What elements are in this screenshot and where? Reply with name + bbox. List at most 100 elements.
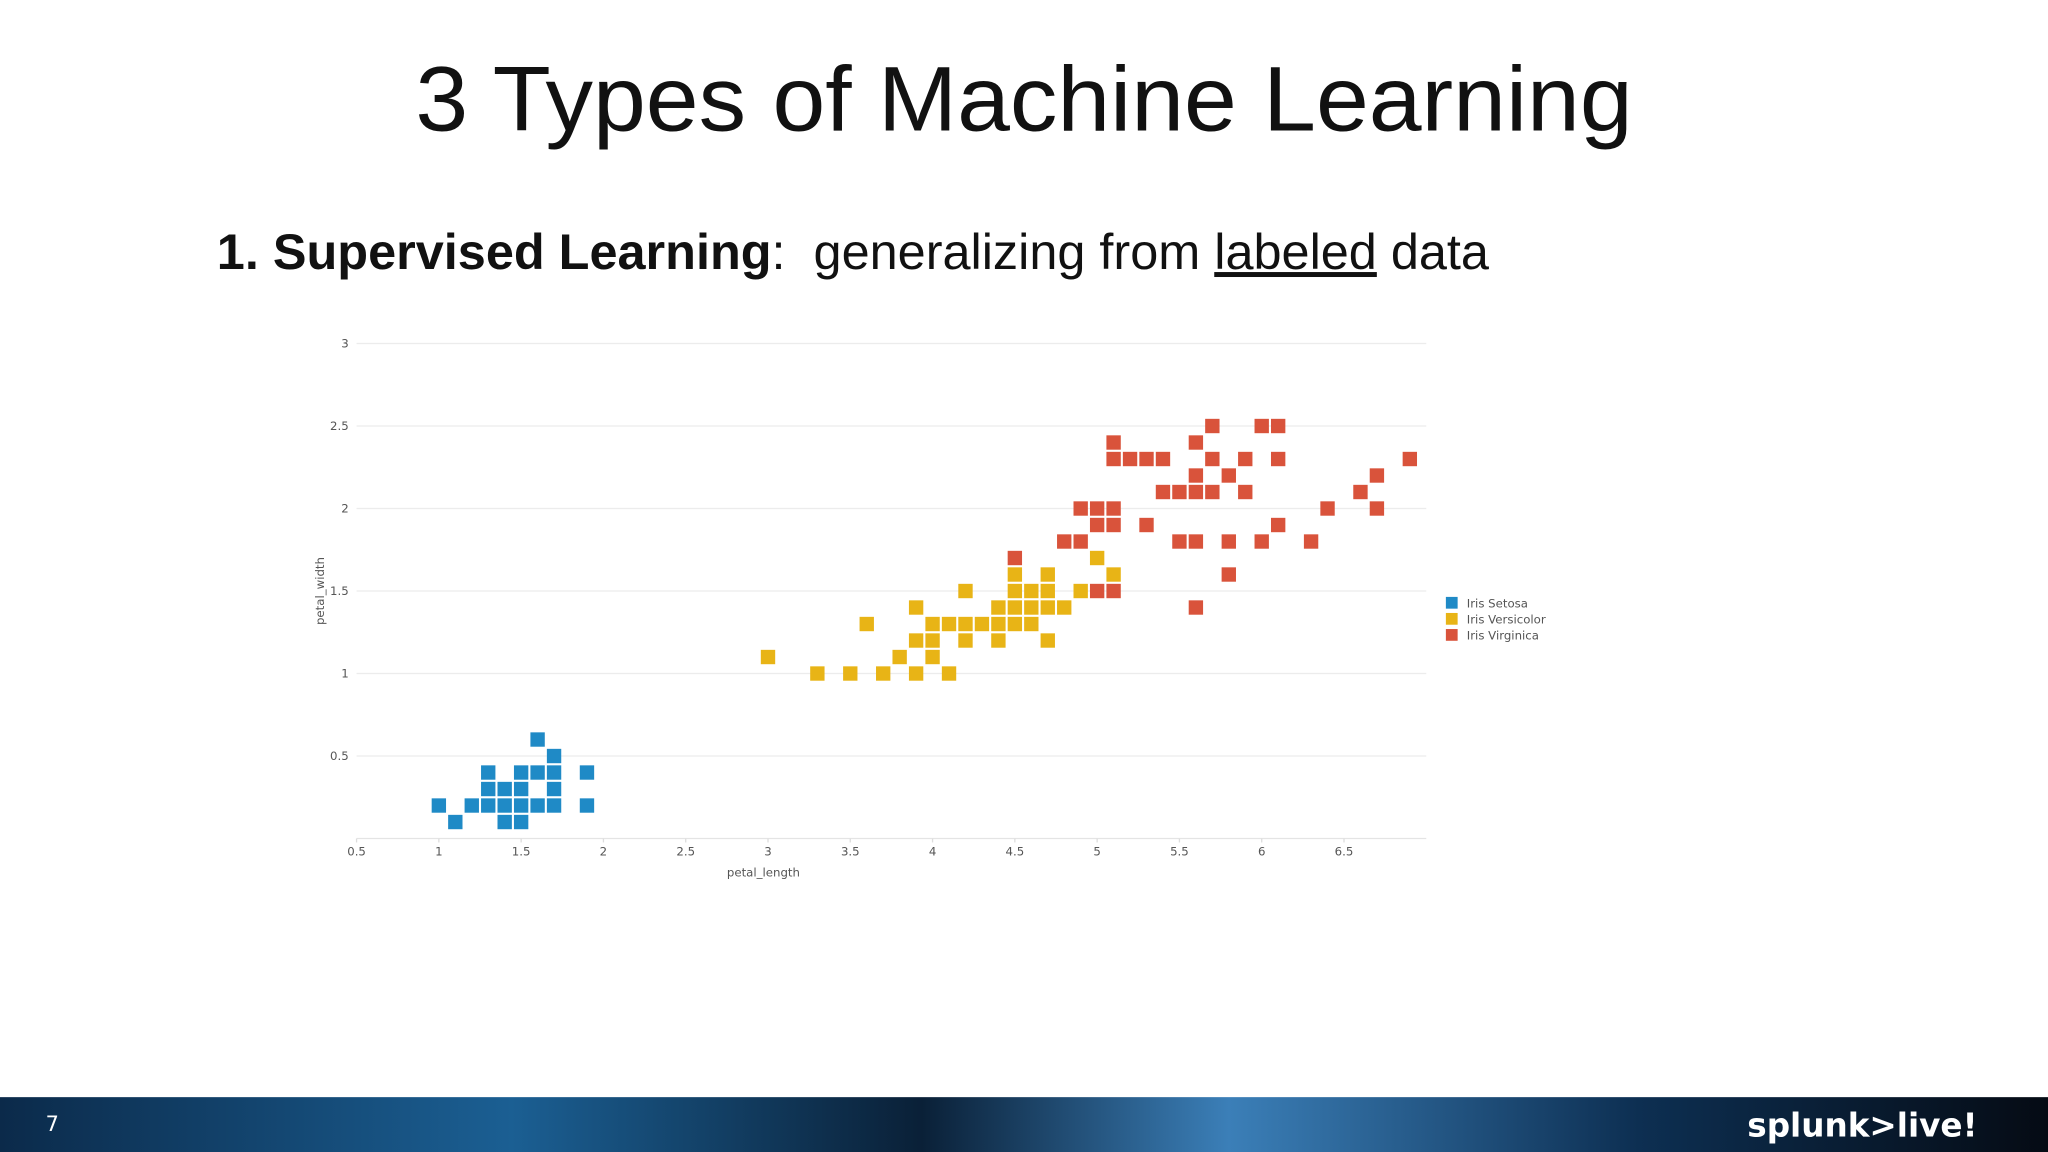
subtitle-underlined: labeled xyxy=(1214,224,1377,280)
point xyxy=(1007,600,1023,615)
point xyxy=(1188,600,1204,615)
point xyxy=(1353,484,1368,500)
x-tick-label: 3 xyxy=(764,845,771,859)
point xyxy=(530,732,545,747)
y-tick-label: 1 xyxy=(341,666,348,680)
point xyxy=(546,798,562,813)
point xyxy=(481,798,496,813)
subtitle-bold: 1. Supervised Learning xyxy=(217,224,772,280)
point xyxy=(941,616,957,632)
y-tick-label: 1.5 xyxy=(330,584,349,598)
x-tick-label: 5 xyxy=(1093,845,1100,859)
subtitle: 1. Supervised Learning: generalizing fro… xyxy=(217,224,1490,280)
point xyxy=(1188,534,1204,549)
point xyxy=(1270,451,1286,467)
y-tick-label: 2 xyxy=(341,501,348,515)
point xyxy=(1320,501,1335,516)
point xyxy=(530,765,545,780)
legend-label: Iris Versicolor xyxy=(1467,612,1546,626)
point xyxy=(1188,468,1204,483)
point xyxy=(1221,468,1236,483)
point xyxy=(497,814,512,830)
point xyxy=(1040,567,1055,582)
point xyxy=(1106,451,1121,467)
point xyxy=(481,765,496,780)
y-tick-label: 2.5 xyxy=(330,419,349,433)
point xyxy=(1106,517,1121,533)
point xyxy=(1106,435,1121,450)
point xyxy=(760,649,776,665)
point xyxy=(1073,583,1088,599)
point xyxy=(1024,583,1039,599)
point xyxy=(530,798,545,813)
point xyxy=(876,666,891,681)
x-tick-label: 2.5 xyxy=(676,845,695,859)
point xyxy=(1106,567,1121,582)
logo: splunk>live! xyxy=(1747,1106,1977,1144)
point xyxy=(925,649,940,665)
point xyxy=(1172,534,1187,549)
point xyxy=(1172,484,1187,500)
point xyxy=(497,781,512,797)
point xyxy=(892,649,907,665)
point xyxy=(1188,435,1204,450)
point xyxy=(431,798,447,813)
legend-swatch xyxy=(1445,612,1458,625)
point xyxy=(925,633,940,648)
point xyxy=(958,633,973,648)
point xyxy=(1270,517,1286,533)
point xyxy=(1221,534,1236,549)
point xyxy=(941,666,957,681)
point xyxy=(1238,484,1253,500)
legend-label: Iris Virginica xyxy=(1467,628,1539,642)
point xyxy=(513,814,529,830)
point xyxy=(1106,501,1121,516)
y-tick-label: 3 xyxy=(341,336,348,350)
x-tick-label: 6.5 xyxy=(1335,845,1354,859)
point xyxy=(1205,451,1220,467)
point xyxy=(1254,534,1269,549)
x-tick-label: 4 xyxy=(929,845,936,859)
point xyxy=(1040,583,1055,599)
point xyxy=(579,765,595,780)
point xyxy=(843,666,858,681)
legend-swatch xyxy=(1445,596,1458,609)
x-tick-label: 1.5 xyxy=(512,845,531,859)
x-tick-label: 6 xyxy=(1258,845,1265,859)
chart: 0.5 1 1.5 2 2.5 3 0.5 1 1.5 2 2.5 3 3.5 4 4.5 5 5.5 6 6.5 p… xyxy=(313,336,1546,879)
point xyxy=(464,798,479,813)
point xyxy=(448,814,463,830)
legend-swatch xyxy=(1445,629,1458,641)
point xyxy=(1007,550,1023,566)
slide-title: 3 Types of Machine Learning xyxy=(415,49,1632,151)
point xyxy=(1205,418,1220,434)
point xyxy=(1089,583,1105,599)
point xyxy=(1007,583,1023,599)
point xyxy=(1057,534,1072,549)
point xyxy=(1089,550,1105,566)
point xyxy=(579,798,595,813)
point xyxy=(1238,451,1253,467)
x-tick-label: 3.5 xyxy=(841,845,860,859)
point xyxy=(1024,616,1039,632)
point xyxy=(497,798,512,813)
point xyxy=(1089,517,1105,533)
point xyxy=(1221,567,1236,582)
page-number: 7 xyxy=(46,1112,59,1136)
point xyxy=(1369,501,1385,516)
point xyxy=(908,666,924,681)
point xyxy=(810,666,825,681)
point xyxy=(974,616,990,632)
subtitle-rest: data xyxy=(1377,224,1490,280)
point xyxy=(513,765,529,780)
footer-banner xyxy=(0,1097,2048,1152)
point xyxy=(1155,484,1171,500)
point xyxy=(1040,633,1055,648)
point xyxy=(991,633,1006,648)
point xyxy=(859,616,874,632)
point xyxy=(1139,517,1154,533)
point xyxy=(481,781,496,797)
point xyxy=(1073,501,1088,516)
point xyxy=(991,616,1006,632)
